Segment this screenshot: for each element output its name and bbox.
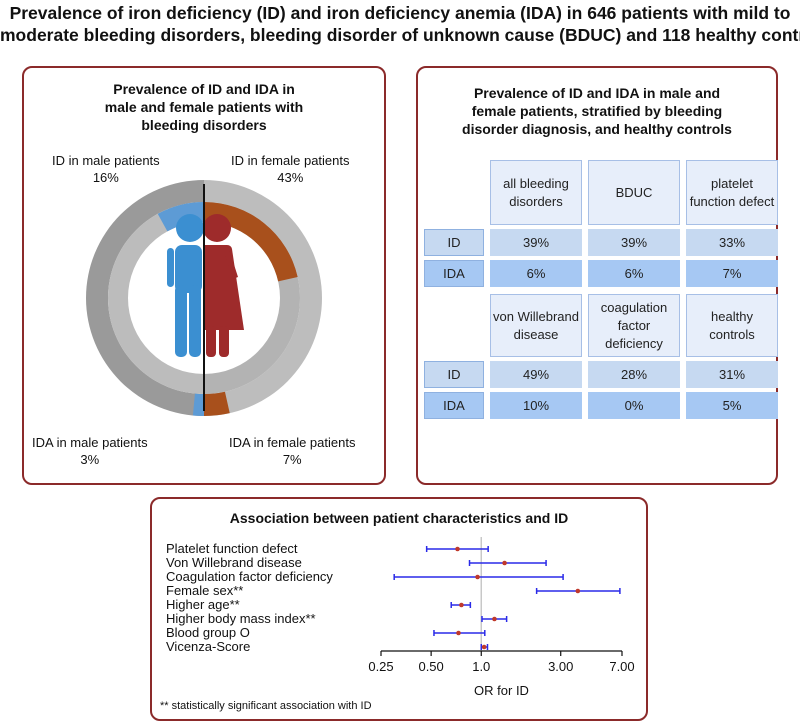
label-ida-female-value: 7% [282,452,302,467]
row-label-id: ID [424,361,484,388]
forest-row-label: Vicenza-Score [166,639,251,654]
x-tick-label: 0.50 [418,659,444,674]
id-male-segment [157,202,204,232]
gender-panel-title-line: bleeding disorders [141,117,267,133]
value-id-all-bleeding-disorders: 39% [490,229,582,256]
forest-plot [380,537,623,656]
forest-row-label: Higher age** [166,597,240,612]
male-figure-icon [167,214,204,357]
value-ida-bduc: 6% [588,260,680,287]
value-ida-healthy-controls: 5% [686,392,778,419]
value-id-healthy-controls: 31% [686,361,778,388]
forest-row-label: Higher body mass index** [166,611,316,626]
diagnosis-panel-title-line: disorder diagnosis, and healthy controls [462,121,732,137]
value-id-von-willebrand-disease: 49% [490,361,582,388]
gender-prevalence-panel: Prevalence of ID and IDA in male and fem… [22,66,386,485]
row-label-id: ID [424,229,484,256]
row-label-ida: IDA [424,260,484,287]
label-id-female-text: ID in female patients [231,153,350,168]
forest-row-label: Blood group O [166,625,250,640]
main-title-line-2: moderate bleeding disorders, bleeding di… [0,25,800,45]
diagnosis-panel-title: Prevalence of ID and IDA in male and fem… [418,84,776,138]
forest-row-label: Female sex** [166,583,244,598]
x-tick-label: 0.25 [368,659,394,674]
x-tick-label: 3.00 [548,659,574,674]
x-tick-label: 7.00 [609,659,635,674]
header-bduc: BDUC [588,160,680,225]
male-outer-ring [86,180,204,416]
x-axis-title: OR for ID [474,683,529,698]
value-id-coagulation-factor-deficiency: 28% [588,361,680,388]
gender-panel-title-line: Prevalence of ID and IDA in [113,81,295,97]
diagnosis-prevalence-panel: Prevalence of ID and IDA in male and fem… [416,66,778,485]
or-point [456,630,461,636]
or-point [475,574,480,580]
association-panel: Association between patient characterist… [150,497,648,721]
ida-female-segment [204,391,230,416]
diagnosis-panel-title-line: Prevalence of ID and IDA in male and [473,85,721,101]
diagnosis-panel-title-line: female patients, stratified by bleeding [471,103,723,119]
row-label-ida: IDA [424,392,484,419]
female-figure-icon [203,214,244,357]
header-coagulation-factor-deficiency: coagulation factor deficiency [588,294,680,357]
forest-row-label: Von Willebrand disease [166,555,302,570]
ida-male-segment [192,393,204,416]
or-point [481,644,487,650]
value-ida-von-willebrand-disease: 10% [490,392,582,419]
gender-panel-title-line: male and female patients with [104,99,304,115]
value-ida-coagulation-factor-deficiency: 0% [588,392,680,419]
association-panel-title: Association between patient characterist… [229,510,569,526]
label-id-female-value: 43% [277,170,304,185]
forest-row-label: Platelet function defect [166,541,298,556]
male-inner-ring [108,202,204,394]
or-point [492,616,497,622]
header-all-bleeding-disorders: all bleeding disorders [490,160,582,225]
header-platelet-function-defect: platelet function defect [686,160,778,225]
label-id-female: ID in female patients 43% [231,152,350,186]
footnote: ** statistically significant association… [160,700,372,712]
label-ida-male-value: 3% [80,452,100,467]
female-outer-ring [204,180,322,416]
gender-donut-chart [86,180,322,416]
value-ida-all-bleeding-disorders: 6% [490,260,582,287]
main-title-line-1: Prevalence of iron deficiency (ID) and i… [9,3,791,23]
label-id-male-value: 16% [92,170,119,185]
label-id-male: ID in male patients 16% [52,152,160,186]
label-ida-female: IDA in female patients 7% [229,434,355,468]
or-point [575,588,581,594]
gender-panel-title: Prevalence of ID and IDA in male and fem… [24,80,384,134]
label-ida-male: IDA in male patients 3% [32,434,148,468]
label-ida-female-text: IDA in female patients [229,435,356,450]
label-id-male-text: ID in male patients [52,153,160,168]
label-ida-male-text: IDA in male patients [32,435,148,450]
value-id-bduc: 39% [588,229,680,256]
value-ida-platelet-function-defect: 7% [686,260,778,287]
or-point [459,602,464,608]
forest-row-label: Coagulation factor deficiency [166,569,333,584]
or-point [455,546,460,552]
main-title: Prevalence of iron deficiency (ID) and i… [0,2,800,46]
x-tick-label: 1.0 [472,659,491,674]
value-id-platelet-function-defect: 33% [686,229,778,256]
header-healthy-controls: healthy controls [686,294,778,357]
or-point [502,560,507,566]
header-von-willebrand-disease: von Willebrand disease [490,294,582,357]
